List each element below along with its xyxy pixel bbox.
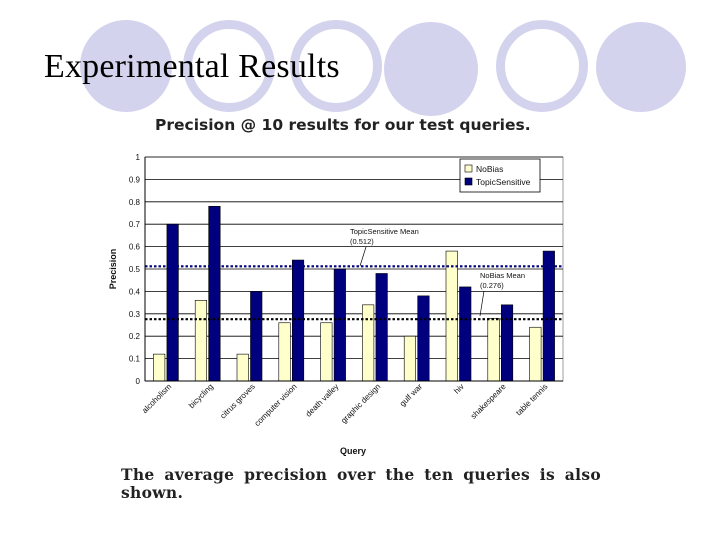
x-tick-label: citrus groves (218, 382, 256, 420)
bar-nobias-shakespeare (488, 318, 500, 381)
slide-title: Experimental Results (44, 48, 340, 86)
bar-topicsensitive-alcoholism (167, 224, 179, 381)
bar-nobias-death-valley (321, 323, 333, 381)
x-tick-label: hiv (452, 382, 466, 396)
x-tick-label: graphic design (339, 382, 382, 425)
legend-label-nobias: NoBias (476, 164, 503, 174)
legend-swatch-nobias (465, 165, 472, 172)
bar-topicsensitive-bicycling (209, 206, 221, 381)
y-tick-label: 0.2 (129, 332, 141, 341)
bar-nobias-graphic-design (362, 305, 374, 381)
y-tick-label: 0.7 (129, 220, 141, 229)
legend-swatch-topic (465, 178, 472, 185)
precision-chart: 0 0.1 0.2 0.3 0.4 0.5 0.6 0.7 0.8 0.9 1 alcoholism… (100, 140, 580, 465)
chart-title: Precision @ 10 results for our test quer… (155, 116, 531, 134)
bar-nobias-gulf-war (404, 336, 416, 381)
legend-label-topic: TopicSensitive (476, 177, 531, 187)
y-tick-label: 0.9 (129, 175, 141, 184)
bar-topicsensitive-death-valley (334, 269, 346, 381)
x-axis-ticks: alcoholism bicycling citrus grovescomputer… (140, 382, 549, 428)
annotation-nobias-mean-label: NoBias Mean (480, 271, 525, 280)
bar-nobias-table-tennis (530, 327, 542, 381)
x-tick-label: table tennis (514, 382, 549, 417)
bar-nobias-hiv (446, 251, 458, 381)
bar-nobias-citrus-groves (237, 354, 249, 381)
decor-ring-3 (496, 20, 588, 112)
y-axis-label: Precision (108, 249, 118, 290)
bar-topicsensitive-computer-vision (292, 260, 304, 381)
x-tick-label: shakespeare (469, 382, 508, 421)
x-tick-label: bicycling (187, 382, 215, 410)
y-tick-label: 0.3 (129, 310, 141, 319)
legend: NoBias TopicSensitive (460, 159, 540, 192)
bar-topicsensitive-shakespeare (501, 305, 513, 381)
y-tick-label: 1 (136, 153, 141, 162)
y-tick-label: 0.8 (129, 198, 141, 207)
y-tick-label: 0.6 (129, 243, 141, 252)
x-tick-label: death valley (304, 382, 341, 419)
bar-nobias-alcoholism (153, 354, 165, 381)
slide-caption: The average precision over the ten queri… (121, 466, 601, 502)
bar-topicsensitive-gulf-war (418, 296, 430, 381)
annotation-topic-mean-value: (0.512) (350, 237, 374, 246)
bar-topicsensitive-hiv (460, 287, 472, 381)
y-axis-ticks: 0 0.1 0.2 0.3 0.4 0.5 0.6 0.7 0.8 0.9 1 (129, 153, 141, 386)
annotation-topic-mean-label: TopicSensitive Mean (350, 227, 419, 236)
bar-topicsensitive-citrus-groves (251, 291, 263, 381)
y-tick-label: 0.5 (129, 265, 141, 274)
y-tick-label: 0.1 (129, 355, 141, 364)
x-tick-label: computer vision (253, 382, 299, 428)
bar-nobias-computer-vision (279, 323, 291, 381)
y-tick-label: 0.4 (129, 287, 141, 296)
x-axis-label: Query (340, 446, 366, 456)
x-tick-label: alcoholism (140, 382, 173, 415)
annotation-nobias-mean-value: (0.276) (480, 281, 504, 290)
bar-topicsensitive-graphic-design (376, 273, 388, 381)
bar-nobias-bicycling (195, 300, 207, 381)
x-tick-label: gulf war (398, 382, 424, 408)
bar-topicsensitive-table-tennis (543, 251, 555, 381)
decor-circle-3 (596, 22, 686, 112)
y-tick-label: 0 (136, 377, 141, 386)
decor-circle-2 (384, 22, 478, 116)
